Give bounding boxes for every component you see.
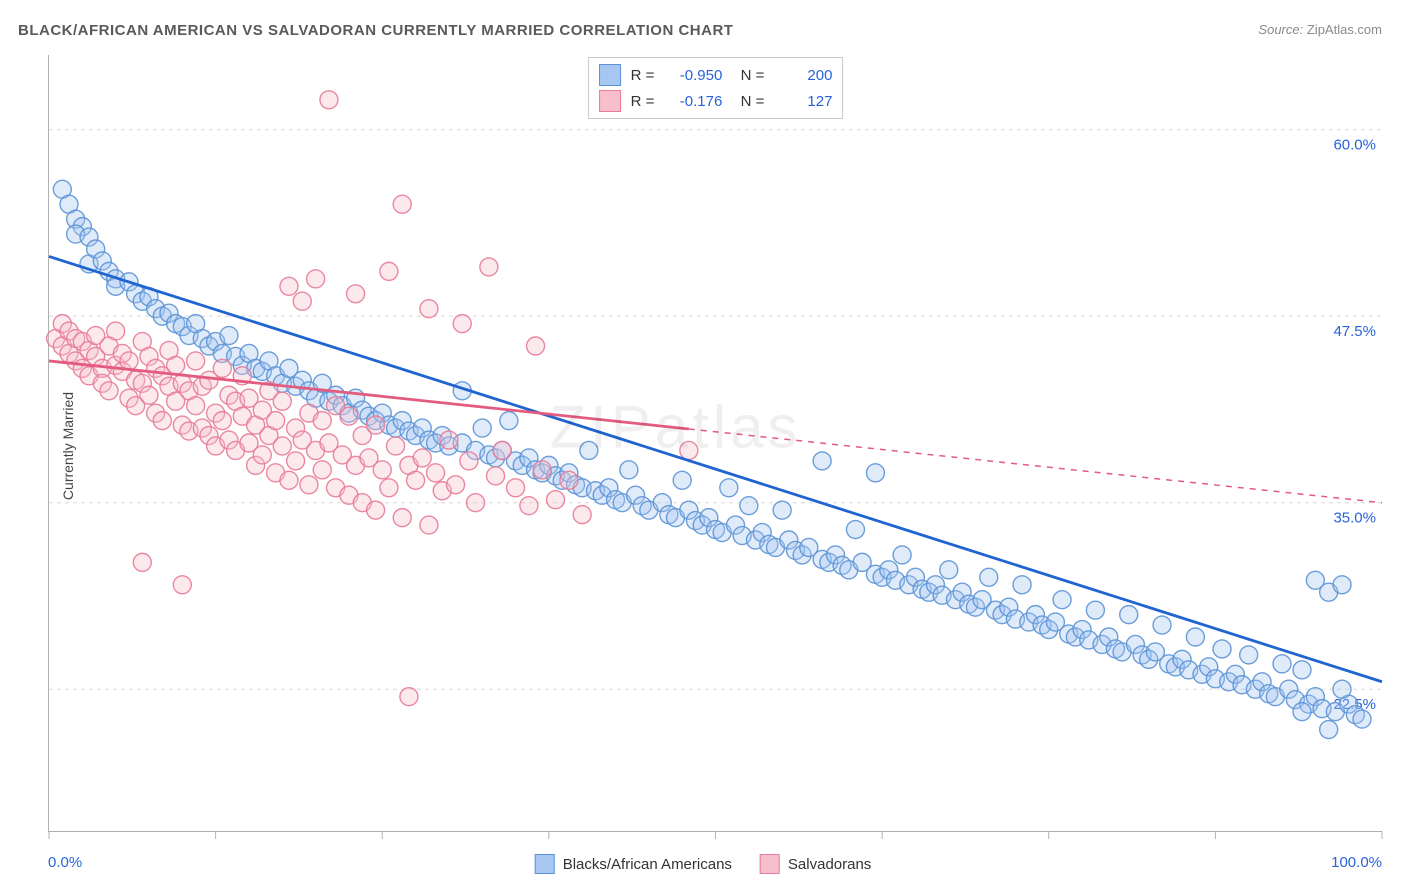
source-attribution: Source: ZipAtlas.com [1258,22,1382,37]
r-value: -0.176 [664,93,722,110]
legend-label: Salvadorans [788,856,871,873]
legend-item: Salvadorans [760,854,871,874]
legend-label: Blacks/African Americans [563,856,732,873]
correlation-chart: BLACK/AFRICAN AMERICAN VS SALVADORAN CUR… [0,0,1406,892]
svg-text:60.0%: 60.0% [1333,137,1376,154]
x-tick-min: 0.0% [48,854,82,871]
n-label: N = [732,93,764,110]
plot-svg: 22.5%35.0%47.5%60.0% [49,55,1382,831]
correlation-legend: R = -0.950 N = 200 R = -0.176 N = 127 [588,57,844,119]
svg-text:35.0%: 35.0% [1333,510,1376,527]
n-value: 127 [774,93,832,110]
chart-title: BLACK/AFRICAN AMERICAN VS SALVADORAN CUR… [18,22,733,39]
legend-swatch [599,90,621,112]
source-name: ZipAtlas.com [1307,22,1382,37]
legend-swatch [535,854,555,874]
legend-swatch [599,64,621,86]
x-tick-max: 100.0% [1331,854,1382,871]
r-label: R = [631,67,655,84]
source-prefix: Source: [1258,22,1303,37]
legend-item: Blacks/African Americans [535,854,732,874]
legend-swatch [760,854,780,874]
svg-text:47.5%: 47.5% [1333,323,1376,340]
correlation-legend-row: R = -0.950 N = 200 [599,62,833,88]
r-label: R = [631,93,655,110]
correlation-legend-row: R = -0.176 N = 127 [599,88,833,114]
n-label: N = [732,67,764,84]
plot-area: 22.5%35.0%47.5%60.0% ZIPatlas R =-0.950 … [48,55,1382,832]
r-value: -0.950 [664,67,722,84]
series-legend: Blacks/African Americans Salvadorans [535,854,872,874]
n-value: 200 [774,67,832,84]
